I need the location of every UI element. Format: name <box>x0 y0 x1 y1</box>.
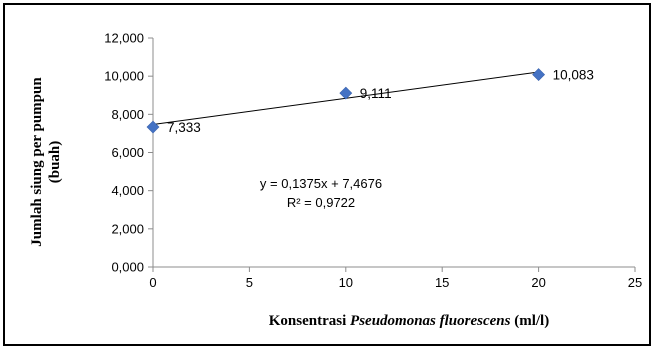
data-labels-layer: 7,333 9,111 10,083 <box>167 68 594 135</box>
trendline-equation: y = 0,1375x + 7,4676 <box>260 176 382 191</box>
y-axis-title-line2: (buah) <box>47 141 63 184</box>
x-axis-title-prefix: Konsentrasi <box>269 313 350 329</box>
trendline-r-squared: R² = 0,9722 <box>287 195 355 210</box>
y-tick-label: 0,000 <box>111 260 144 275</box>
y-tick-label: 4,000 <box>111 183 144 198</box>
x-tick-label: 0 <box>149 275 156 290</box>
x-tick-label: 10 <box>339 275 353 290</box>
y-axis-title: Jumlah siung per pumpun (buah) <box>29 77 63 247</box>
points-layer <box>146 68 546 134</box>
data-label: 9,111 <box>360 86 392 101</box>
data-point <box>146 120 160 134</box>
x-axis-title: Konsentrasi Pseudomonas fluorescens (ml/… <box>269 313 549 329</box>
data-point <box>339 86 353 100</box>
data-point <box>532 68 546 82</box>
x-axis-title-italic: Pseudomonas fluorescens <box>350 313 511 329</box>
data-label: 7,333 <box>167 120 201 135</box>
x-tick-label: 5 <box>246 275 253 290</box>
y-tick-label: 2,000 <box>111 221 144 236</box>
x-axis-title-suffix: (ml/l) <box>510 313 549 329</box>
chart-plot: 0,000 2,000 4,000 6,000 8,000 10,000 12,000 0 5 1… <box>29 31 642 330</box>
ticks-layer: 0,000 2,000 4,000 6,000 8,000 10,000 12,000 0 5 1… <box>104 31 642 291</box>
chart-frame: 0,000 2,000 4,000 6,000 8,000 10,000 12,000 0 5 1… <box>3 3 651 346</box>
y-tick-label: 12,000 <box>104 31 144 46</box>
y-axis-title-line1: Jumlah siung per pumpun <box>29 77 45 247</box>
x-tick-label: 25 <box>628 275 642 290</box>
x-tick-label: 15 <box>435 275 449 290</box>
x-tick-label: 20 <box>531 275 545 290</box>
y-tick-label: 8,000 <box>111 107 144 122</box>
y-tick-label: 10,000 <box>104 69 144 84</box>
y-tick-label: 6,000 <box>111 145 144 160</box>
data-label: 10,083 <box>553 68 594 83</box>
